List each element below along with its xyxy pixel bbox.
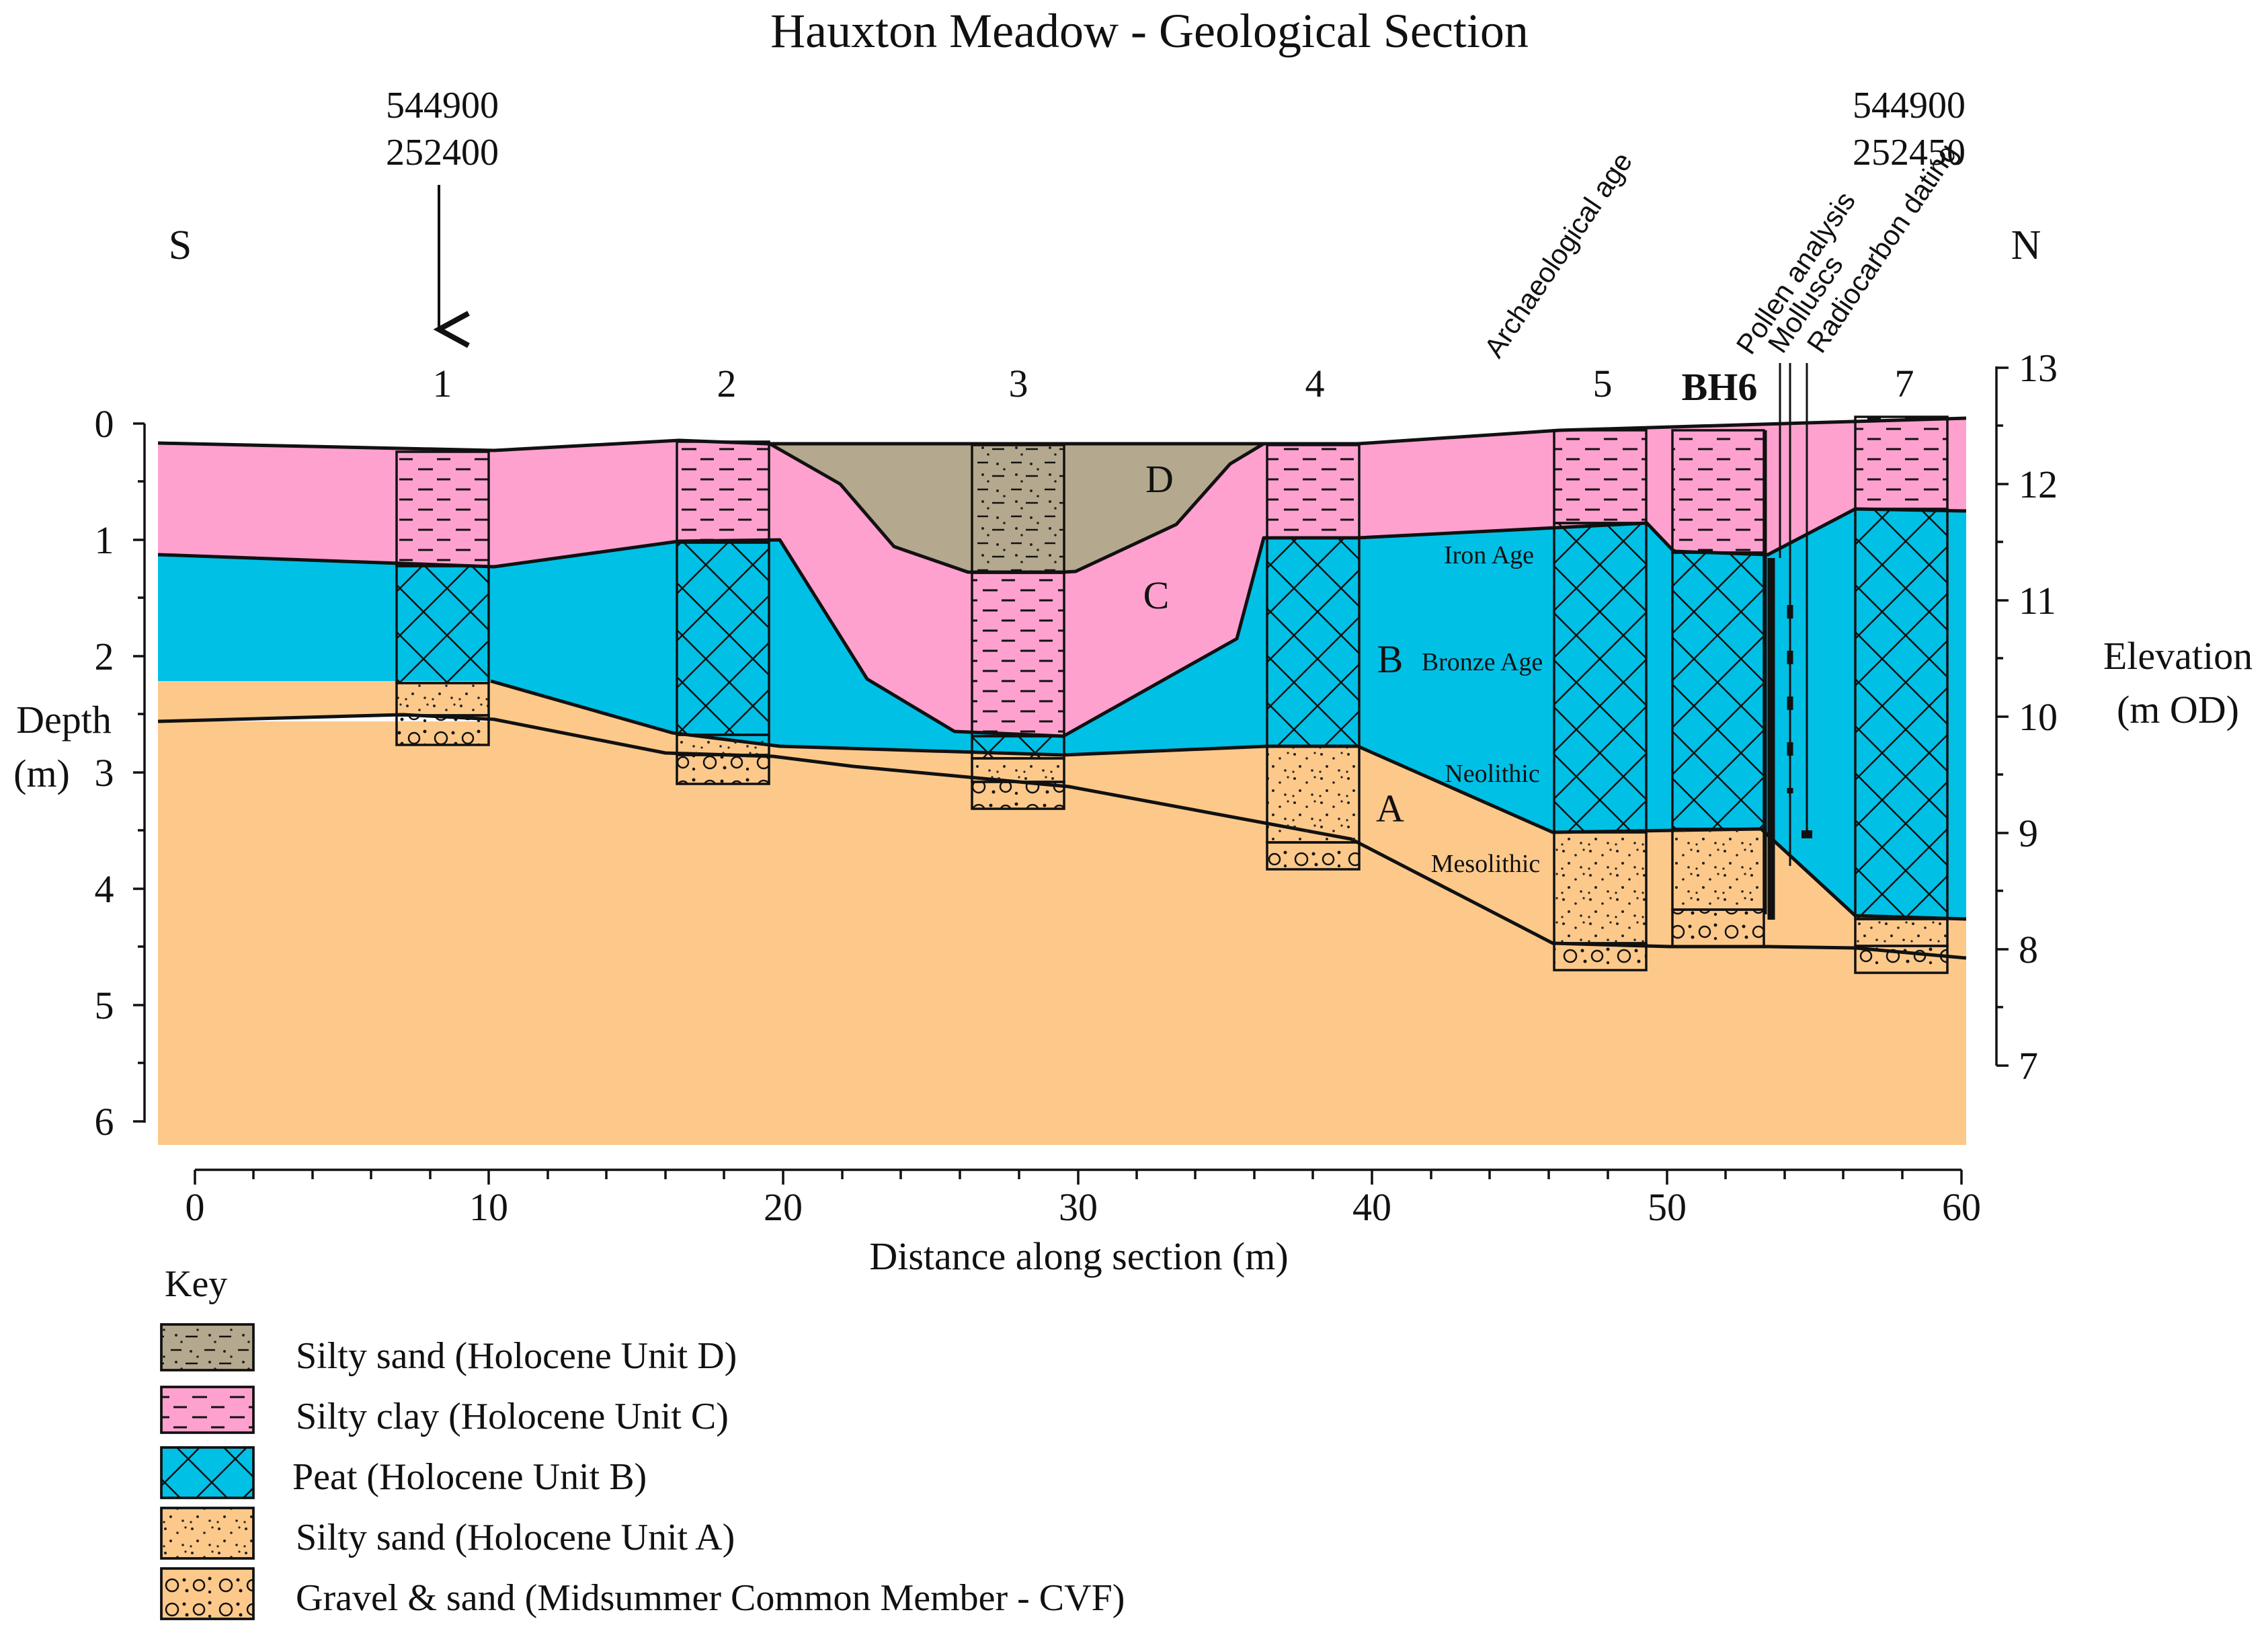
depth-tick-label: 2 bbox=[95, 635, 114, 678]
depth-axis: 0 1 2 3 4 5 6 Depth (m) bbox=[13, 402, 146, 1144]
elevation-tick-label: 13 bbox=[2019, 346, 2058, 390]
depth-tick-label: 1 bbox=[95, 518, 114, 562]
depth-axis-units: (m) bbox=[13, 752, 70, 795]
legend-label: Silty sand (Holocene Unit D) bbox=[296, 1335, 737, 1377]
distance-tick-label: 60 bbox=[1942, 1185, 1981, 1229]
depth-axis-title: Depth bbox=[16, 698, 112, 742]
distance-tick-label: 50 bbox=[1648, 1185, 1687, 1229]
grid-ref-left-northing: 252400 bbox=[386, 132, 499, 173]
column-3 bbox=[971, 444, 1065, 810]
radiocarbon-sample-marker bbox=[1801, 830, 1812, 838]
distance-tick-label: 40 bbox=[1352, 1185, 1391, 1229]
elevation-axis-title: Elevation bbox=[2103, 634, 2253, 678]
column-label: 7 bbox=[1895, 362, 1914, 405]
legend-item-unit-a: Silty sand (Holocene Unit A) bbox=[160, 1507, 735, 1560]
period-bronze-age: Bronze Age bbox=[1422, 648, 1543, 676]
period-mesolithic: Mesolithic bbox=[1431, 850, 1541, 878]
legend-item-unit-b: Peat (Holocene Unit B) bbox=[160, 1446, 647, 1499]
elevation-tick-label: 10 bbox=[2019, 695, 2058, 739]
legend-swatch-pattern bbox=[160, 1507, 255, 1560]
legend-item-unit-d: Silty sand (Holocene Unit D) bbox=[160, 1323, 737, 1377]
sampling-lines bbox=[1765, 363, 1812, 920]
elevation-tick-label: 12 bbox=[2019, 463, 2058, 506]
column-4 bbox=[1266, 444, 1361, 871]
distance-axis: 0 10 20 30 40 50 60 Distance along secti… bbox=[186, 1168, 1981, 1278]
column-label: 5 bbox=[1593, 362, 1613, 405]
period-iron-age: Iron Age bbox=[1444, 541, 1534, 569]
archaeological-age-label: Archaeological age bbox=[1477, 147, 1638, 363]
elevation-tick-label: 11 bbox=[2019, 579, 2056, 623]
grid-ref-right-northing: 252450 bbox=[1853, 132, 1966, 173]
column-1 bbox=[395, 450, 490, 746]
legend-item-unit-c: Silty clay (Holocene Unit C) bbox=[160, 1386, 729, 1437]
column-label: 2 bbox=[717, 362, 737, 405]
distance-tick-label: 20 bbox=[764, 1185, 803, 1229]
depth-tick-label: 5 bbox=[95, 984, 114, 1027]
column-label: 4 bbox=[1305, 362, 1325, 405]
elevation-tick-label: 7 bbox=[2019, 1044, 2038, 1088]
north-label: N bbox=[2011, 223, 2041, 268]
depth-tick-label: 4 bbox=[95, 867, 114, 911]
period-neolithic: Neolithic bbox=[1445, 760, 1539, 788]
depth-tick-label: 6 bbox=[95, 1100, 114, 1144]
legend-swatch-pattern bbox=[160, 1567, 255, 1620]
column-label: 1 bbox=[433, 362, 452, 405]
elevation-axis: 13 12 11 10 9 8 7 Elevation (m OD) bbox=[1995, 346, 2253, 1088]
legend-label: Silty sand (Holocene Unit A) bbox=[296, 1517, 735, 1558]
column-label-bh6: BH6 bbox=[1682, 365, 1758, 409]
column-labels: 1 2 3 4 5 BH6 7 bbox=[433, 362, 1914, 409]
unit-label-d: D bbox=[1145, 457, 1174, 501]
legend-item-gravel: Gravel & sand (Midsummer Common Member -… bbox=[160, 1567, 1125, 1620]
grid-ref-left-easting: 544900 bbox=[386, 85, 499, 126]
core-columns bbox=[395, 415, 1949, 974]
elevation-axis-units: (m OD) bbox=[2117, 688, 2239, 731]
legend: Key Silty sand (Holocene Unit D) Silty c… bbox=[160, 1263, 1125, 1620]
unit-a-base bbox=[157, 713, 1967, 960]
elevation-tick-label: 9 bbox=[2019, 811, 2038, 855]
grid-ref-right-easting: 544900 bbox=[1853, 85, 1966, 126]
column-label: 3 bbox=[1009, 362, 1028, 405]
distance-tick-label: 10 bbox=[469, 1185, 508, 1229]
distance-axis-title: Distance along section (m) bbox=[869, 1234, 1288, 1278]
elevation-tick-label: 8 bbox=[2019, 928, 2038, 971]
legend-heading: Key bbox=[165, 1263, 227, 1305]
unit-label-c: C bbox=[1143, 573, 1170, 617]
unit-label-a: A bbox=[1376, 787, 1404, 830]
legend-swatch-pattern bbox=[160, 1386, 255, 1434]
ground-surface bbox=[157, 416, 1967, 452]
column-2 bbox=[676, 440, 770, 785]
column-7 bbox=[1854, 415, 1949, 974]
legend-label: Peat (Holocene Unit B) bbox=[292, 1456, 647, 1498]
unit-a-area bbox=[158, 681, 1966, 958]
distance-tick-label: 0 bbox=[186, 1185, 205, 1229]
figure-title: Hauxton Meadow - Geological Section bbox=[770, 4, 1529, 58]
south-label: S bbox=[169, 223, 192, 268]
column-5 bbox=[1553, 429, 1648, 971]
legend-swatch-pattern bbox=[160, 1323, 255, 1371]
column-bh6 bbox=[1671, 429, 1765, 948]
legend-label: Silty clay (Holocene Unit C) bbox=[296, 1396, 729, 1437]
depth-tick-label: 0 bbox=[95, 402, 114, 446]
legend-swatch-pattern bbox=[160, 1446, 255, 1499]
distance-tick-label: 30 bbox=[1059, 1185, 1098, 1229]
legend-label: Gravel & sand (Midsummer Common Member -… bbox=[296, 1577, 1125, 1619]
depth-tick-label: 3 bbox=[95, 751, 114, 795]
unit-b-area bbox=[158, 509, 1966, 919]
unit-label-b: B bbox=[1377, 637, 1404, 681]
